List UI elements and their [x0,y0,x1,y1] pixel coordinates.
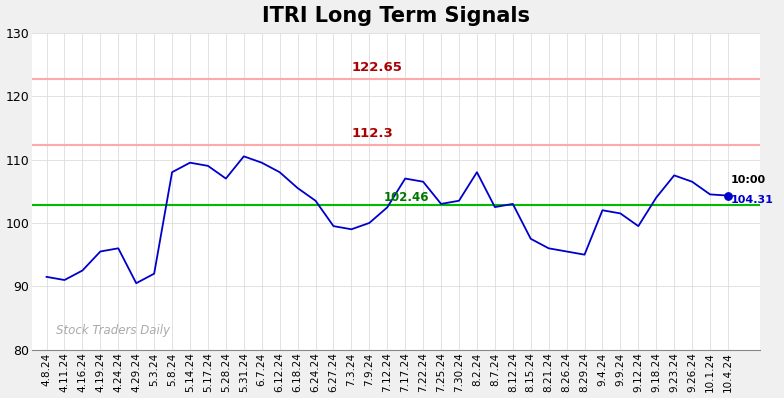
Point [722,192,735,199]
Text: Stock Traders Daily: Stock Traders Daily [56,324,169,337]
Text: 122.65: 122.65 [351,61,402,74]
Text: 10:00: 10:00 [731,175,766,185]
Title: ITRI Long Term Signals: ITRI Long Term Signals [262,6,530,25]
Text: 112.3: 112.3 [351,127,393,140]
Text: 102.46: 102.46 [383,191,429,204]
Text: 104.31: 104.31 [731,195,774,205]
